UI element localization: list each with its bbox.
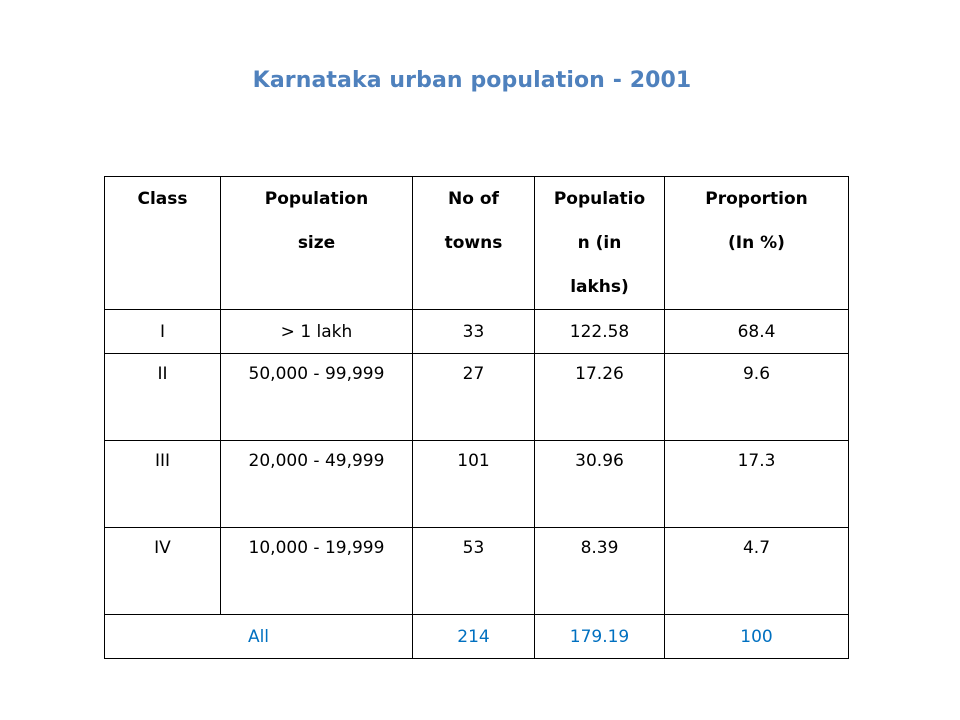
header-line: Class (137, 189, 188, 209)
table-row: II 50,000 - 99,999 27 17.26 9.6 (104, 353, 849, 441)
cell-proportion: 9.6 (664, 353, 849, 441)
cell-population-lakhs: 17.26 (534, 353, 665, 441)
cell-class: I (104, 309, 221, 354)
header-line: (In %) (728, 233, 785, 253)
header-population-lakhs: Populatio n (in lakhs) (534, 176, 665, 310)
table-row: I > 1 lakh 33 122.58 68.4 (104, 309, 849, 354)
cell-no-of-towns: 101 (412, 440, 535, 528)
header-population-size: Population size (220, 176, 413, 310)
population-table: Class Population size No of towns Popula… (104, 176, 849, 659)
cell-class: IV (104, 527, 221, 615)
header-line: n (in (577, 233, 622, 253)
header-line: size (297, 233, 336, 253)
page-title: Karnataka urban population - 2001 (252, 68, 692, 93)
cell-proportion: 17.3 (664, 440, 849, 528)
cell-total-population: 179.19 (534, 614, 665, 659)
cell-total-towns: 214 (412, 614, 535, 659)
cell-population-size: > 1 lakh (220, 309, 413, 354)
header-proportion: Proportion (In %) (664, 176, 849, 310)
cell-proportion: 4.7 (664, 527, 849, 615)
header-line: Populatio (553, 189, 646, 209)
header-no-of-towns: No of towns (412, 176, 535, 310)
header-class: Class (104, 176, 221, 310)
cell-population-lakhs: 122.58 (534, 309, 665, 354)
header-line: Proportion (705, 189, 808, 209)
cell-no-of-towns: 33 (412, 309, 535, 354)
table-row: III 20,000 - 49,999 101 30.96 17.3 (104, 440, 849, 528)
cell-population-size: 50,000 - 99,999 (220, 353, 413, 441)
cell-no-of-towns: 53 (412, 527, 535, 615)
cell-population-size: 20,000 - 49,999 (220, 440, 413, 528)
cell-no-of-towns: 27 (412, 353, 535, 441)
table-total-row: All 214 179.19 100 (104, 614, 849, 659)
cell-total-proportion: 100 (664, 614, 849, 659)
table-row: IV 10,000 - 19,999 53 8.39 4.7 (104, 527, 849, 615)
cell-total-label: All (104, 614, 413, 659)
table-header-row: Class Population size No of towns Popula… (104, 176, 849, 310)
header-line: No of (448, 189, 499, 209)
cell-population-size: 10,000 - 19,999 (220, 527, 413, 615)
cell-class: III (104, 440, 221, 528)
cell-proportion: 68.4 (664, 309, 849, 354)
cell-population-lakhs: 30.96 (534, 440, 665, 528)
header-line: lakhs) (570, 277, 629, 297)
cell-population-lakhs: 8.39 (534, 527, 665, 615)
cell-class: II (104, 353, 221, 441)
header-line: Population (264, 189, 369, 209)
header-line: towns (444, 233, 503, 253)
